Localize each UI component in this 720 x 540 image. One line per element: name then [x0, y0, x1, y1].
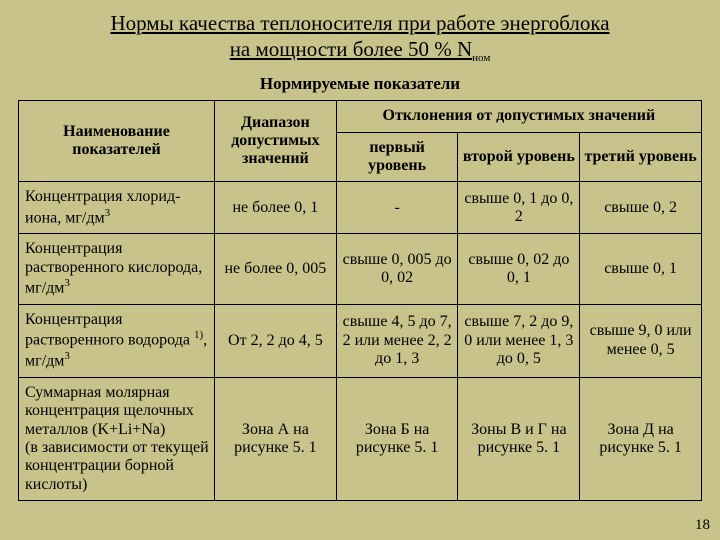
cell-range: Зона А на рисунке 5. 1: [215, 377, 337, 500]
table-row: Концентрация хлорид-иона, мг/дм3 не боле…: [19, 182, 702, 234]
th-param: Наименование показателей: [19, 101, 215, 182]
cell-name: Концентрация хлорид-иона, мг/дм3: [19, 182, 215, 234]
th-lvl1: первый уровень: [336, 132, 458, 182]
table-header-row: Наименование показателей Диапазон допуст…: [19, 101, 702, 132]
th-range: Диапазон допустимых значений: [215, 101, 337, 182]
table-row: Концентрация растворенного водорода 1), …: [19, 304, 702, 377]
table-heading: Нормируемые показатели: [18, 74, 702, 94]
cell-name: Суммарная молярная концентрация щелочных…: [19, 377, 215, 500]
th-lvl3: третий уровень: [580, 132, 702, 182]
title-line2-sub: ном: [472, 52, 490, 64]
cell-name: Концентрация растворенного кислорода, мг…: [19, 234, 215, 305]
cell-l3: Зона Д на рисунке 5. 1: [580, 377, 702, 500]
cell-l1: свыше 0, 005 до 0, 02: [336, 234, 458, 305]
cell-l3: свыше 0, 1: [580, 234, 702, 305]
table-body: Концентрация хлорид-иона, мг/дм3 не боле…: [19, 182, 702, 501]
cell-l2: свыше 7, 2 до 9, 0 или менее 1, 3 до 0, …: [458, 304, 580, 377]
cell-l2: свыше 0, 02 до 0, 1: [458, 234, 580, 305]
cell-l1: Зона Б на рисунке 5. 1: [336, 377, 458, 500]
cell-range: От 2, 2 до 4, 5: [215, 304, 337, 377]
title-line2-pre: на мощности более 50 % N: [230, 37, 472, 61]
cell-name: Концентрация растворенного водорода 1), …: [19, 304, 215, 377]
standards-table: Наименование показателей Диапазон допуст…: [18, 100, 702, 501]
page-title: Нормы качества теплоносителя при работе …: [18, 10, 702, 66]
cell-l2: Зоны В и Г на рисунке 5. 1: [458, 377, 580, 500]
th-dev: Отклонения от допустимых значений: [336, 101, 701, 132]
cell-l2: свыше 0, 1 до 0, 2: [458, 182, 580, 234]
cell-l3: свыше 0, 2: [580, 182, 702, 234]
cell-range: не более 0, 005: [215, 234, 337, 305]
page-root: Нормы качества теплоносителя при работе …: [0, 0, 720, 540]
table-row: Концентрация растворенного кислорода, мг…: [19, 234, 702, 305]
cell-range: не более 0, 1: [215, 182, 337, 234]
table-row: Суммарная молярная концентрация щелочных…: [19, 377, 702, 500]
cell-l3: свыше 9, 0 или менее 0, 5: [580, 304, 702, 377]
title-line1: Нормы качества теплоносителя при работе …: [110, 11, 609, 35]
page-number: 18: [695, 517, 710, 534]
cell-l1: свыше 4, 5 до 7, 2 или менее 2, 2 до 1, …: [336, 304, 458, 377]
th-lvl2: второй уровень: [458, 132, 580, 182]
cell-l1: -: [336, 182, 458, 234]
